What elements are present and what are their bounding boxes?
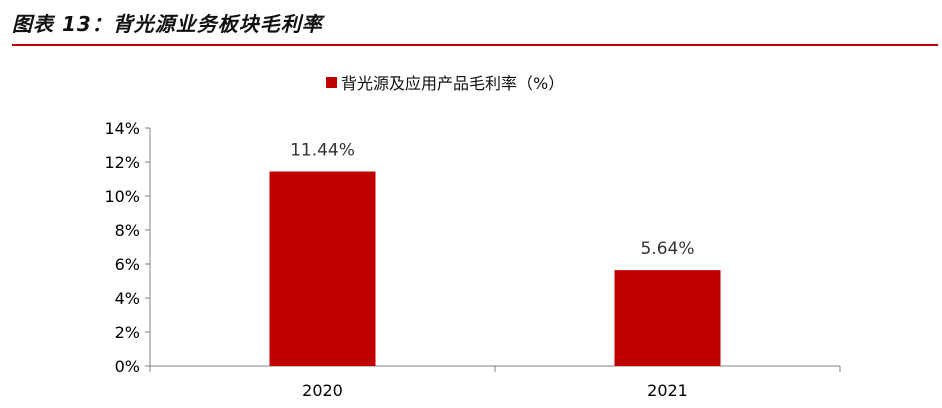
legend-swatch [326, 77, 337, 88]
y-tick-label: 12% [104, 153, 140, 172]
legend-label: 背光源及应用产品毛利率（%） [341, 74, 564, 93]
bar-2021 [614, 270, 721, 366]
y-tick-label: 2% [115, 323, 140, 342]
y-tick-label: 4% [115, 289, 140, 308]
y-tick-label: 6% [115, 255, 140, 274]
legend: 背光源及应用产品毛利率（%） [326, 74, 564, 93]
figure-title: 图表 13：背光源业务板块毛利率 [12, 12, 323, 36]
x-tick-label-2020: 2020 [302, 381, 343, 400]
y-tick-label: 14% [104, 119, 140, 138]
x-tick-label-2021: 2021 [647, 381, 688, 400]
y-tick-label: 0% [115, 357, 140, 376]
title-divider [12, 44, 938, 46]
bar-2020 [269, 171, 376, 366]
y-tick-label: 8% [115, 221, 140, 240]
data-label-2021: 5.64% [640, 239, 694, 259]
y-tick-label: 10% [104, 187, 140, 206]
data-label-2020: 11.44% [290, 141, 355, 161]
